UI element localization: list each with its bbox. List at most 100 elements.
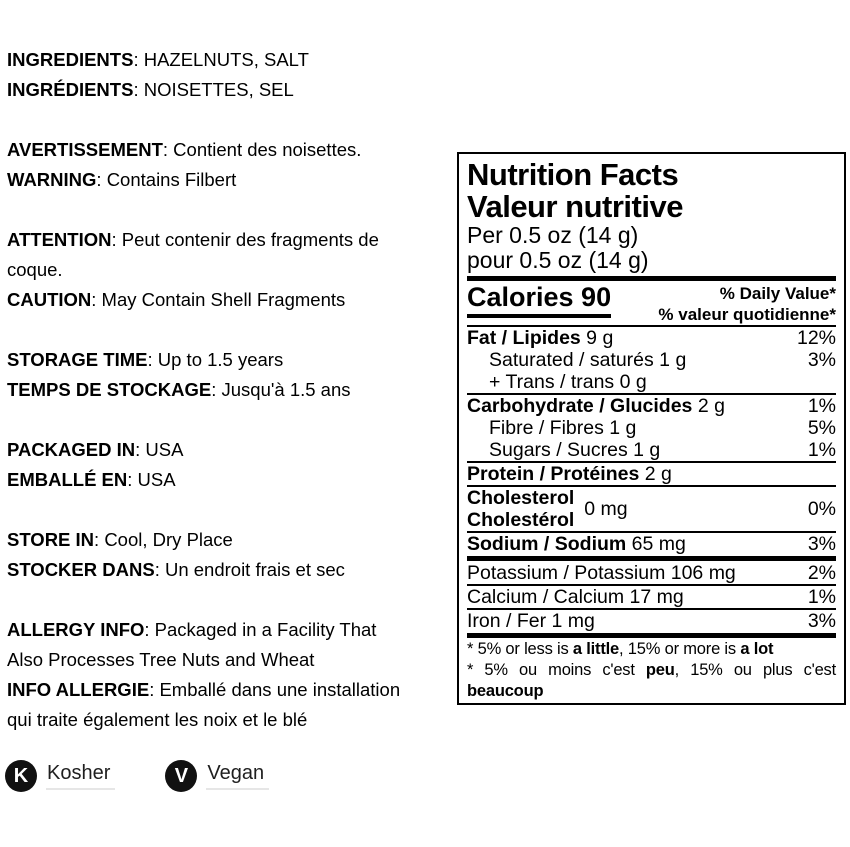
field-value: : HAZELNUTS, SALT — [133, 49, 309, 70]
serving-size-en: Per 0.5 oz (14 g) — [467, 222, 639, 248]
field-label: INGREDIENTS — [7, 49, 134, 70]
store-in-line-fr: STOCKER DANS: Un endroit frais et sec — [7, 555, 457, 585]
info-group-ingredients: INGREDIENTS: HAZELNUTS, SALT INGRÉDIENTS… — [7, 45, 457, 105]
warning-line-fr: AVERTISSEMENT: Contient des noisettes. — [7, 135, 457, 165]
packaged-in-line-en: PACKAGED IN: USA — [7, 435, 457, 465]
nutrient-dv: 1% — [807, 586, 836, 608]
nutrient-name: Fibre / Fibres 1 g — [489, 417, 637, 439]
ingredients-line-en: INGREDIENTS: HAZELNUTS, SALT — [7, 45, 457, 75]
nutrient-name: Carbohydrate / Glucides 2 g — [467, 395, 725, 417]
allergy-line-fr: INFO ALLERGIE: Emballé dans une installa… — [7, 675, 457, 705]
vegan-badge[interactable]: V Vegan — [165, 760, 270, 792]
info-group-storage-time: STORAGE TIME: Up to 1.5 years TEMPS DE S… — [7, 345, 457, 405]
nutrient-row-trans: + Trans / trans 0 g — [467, 371, 836, 393]
nutrient-name: Cholesterol Cholestérol — [467, 487, 575, 531]
field-value: : Peut contenir des fragments de — [111, 229, 379, 250]
storage-time-line-fr: TEMPS DE STOCKAGE: Jusqu'à 1.5 ans — [7, 375, 457, 405]
nutrient-name: Sugars / Sucres 1 g — [489, 439, 661, 461]
kosher-icon: K — [5, 760, 37, 792]
nutrient-dv: 1% — [807, 439, 836, 461]
nutrient-row-protein: Protein / Protéines 2 g — [467, 463, 836, 485]
allergy-line-en-cont: Also Processes Tree Nuts and Wheat — [7, 645, 457, 675]
nutrient-row-iron: Iron / Fer 1 mg 3% — [467, 610, 836, 632]
nutrient-name: Fat / Lipides 9 g — [467, 327, 614, 349]
field-value: : Packaged in a Facility That — [144, 619, 377, 640]
daily-value-header-fr: % valeur quotidienne* — [658, 305, 836, 324]
divider-thin — [467, 325, 836, 327]
nutrient-row-sugars: Sugars / Sucres 1 g 1% — [467, 439, 836, 461]
field-label: AVERTISSEMENT — [7, 139, 163, 160]
field-label: WARNING — [7, 169, 97, 190]
field-value: : Cool, Dry Place — [94, 529, 233, 550]
nutrient-name: Sodium / Sodium 65 mg — [467, 533, 686, 555]
field-label: PACKAGED IN — [7, 439, 136, 460]
nutrient-name: Iron / Fer 1 mg — [467, 610, 595, 632]
nutrient-dv: 12% — [796, 327, 836, 349]
packaged-in-line-fr: EMBALLÉ EN: USA — [7, 465, 457, 495]
nutrient-dv: 2% — [807, 562, 836, 584]
field-label: STOCKER DANS — [7, 559, 155, 580]
calories-value: Calories 90 — [467, 283, 612, 318]
field-value: : Un endroit frais et sec — [154, 559, 345, 580]
product-info-column: INGREDIENTS: HAZELNUTS, SALT INGRÉDIENTS… — [7, 45, 457, 765]
nutrient-row-saturated: Saturated / saturés 1 g 3% — [467, 349, 836, 371]
daily-value-header: % Daily Value* % valeur quotidienne* — [658, 283, 836, 325]
field-value: : Contient des noisettes. — [162, 139, 362, 160]
kosher-label[interactable]: Kosher — [46, 762, 116, 790]
field-label: EMBALLÉ EN — [7, 469, 128, 490]
field-label: STORE IN — [7, 529, 95, 550]
nutrient-name: Calcium / Calcium 17 mg — [467, 586, 684, 608]
nutrient-row-sodium: Sodium / Sodium 65 mg 3% — [467, 533, 836, 555]
nutrient-dv: 0% — [807, 498, 836, 520]
field-label: CAUTION — [7, 289, 92, 310]
serving-size-fr: pour 0.5 oz (14 g) — [467, 247, 649, 273]
divider-thin — [467, 531, 836, 533]
field-label: ATTENTION — [7, 229, 112, 250]
field-value: : Up to 1.5 years — [147, 349, 284, 370]
info-group-allergy: ALLERGY INFO: Packaged in a Facility Tha… — [7, 615, 457, 735]
field-label: INGRÉDIENTS — [7, 79, 134, 100]
field-value: : NOISETTES, SEL — [133, 79, 294, 100]
nutrient-dv: 3% — [807, 349, 836, 371]
certification-badges: K Kosher V Vegan — [5, 760, 270, 792]
kosher-badge[interactable]: K Kosher — [5, 760, 116, 792]
footnote-fr: * 5% ou moins c'est peu, 15% ou plus c'e… — [467, 661, 836, 700]
nutrient-row-fat: Fat / Lipides 9 g 12% — [467, 327, 836, 349]
nutrient-row-carbohydrate: Carbohydrate / Glucides 2 g 1% — [467, 395, 836, 417]
info-group-packaged-in: PACKAGED IN: USA EMBALLÉ EN: USA — [7, 435, 457, 495]
nutrient-row-calcium: Calcium / Calcium 17 mg 1% — [467, 586, 836, 608]
field-value: : USA — [127, 469, 176, 490]
ingredients-line-fr: INGRÉDIENTS: NOISETTES, SEL — [7, 75, 457, 105]
vegan-label[interactable]: Vegan — [206, 762, 270, 790]
storage-time-line-en: STORAGE TIME: Up to 1.5 years — [7, 345, 457, 375]
nutrient-dv: 1% — [807, 395, 836, 417]
divider-thick — [467, 276, 836, 281]
caution-line-en: CAUTION: May Contain Shell Fragments — [7, 285, 457, 315]
allergy-line-en: ALLERGY INFO: Packaged in a Facility Tha… — [7, 615, 457, 645]
panel-title-en: Nutrition Facts — [467, 157, 679, 192]
nutrient-row-cholesterol: Cholesterol Cholestérol 0 mg 0% — [467, 487, 836, 531]
caution-line-fr-cont: coque. — [7, 255, 457, 285]
field-label: STORAGE TIME — [7, 349, 148, 370]
field-value: qui traite également les noix et le blé — [7, 709, 308, 730]
field-value: : May Contain Shell Fragments — [91, 289, 346, 310]
calories-header-block: Calories 90 % Daily Value* % valeur quot… — [467, 281, 836, 325]
nutrient-dv: 3% — [807, 533, 836, 555]
nutrient-row-potassium: Potassium / Potassium 106 mg 2% — [467, 562, 836, 584]
nutrient-name: + Trans / trans 0 g — [489, 371, 647, 393]
nutrient-dv: 3% — [807, 610, 836, 632]
info-group-warning: AVERTISSEMENT: Contient des noisettes. W… — [7, 135, 457, 195]
nutrient-dv: 5% — [807, 417, 836, 439]
field-label: TEMPS DE STOCKAGE — [7, 379, 212, 400]
nutrient-name: Protein / Protéines 2 g — [467, 463, 672, 485]
divider-thin — [467, 485, 836, 487]
divider-thick — [467, 556, 836, 561]
info-group-store-in: STORE IN: Cool, Dry Place STOCKER DANS: … — [7, 525, 457, 585]
field-value: : Contains Filbert — [96, 169, 237, 190]
field-value: : Jusqu'à 1.5 ans — [211, 379, 351, 400]
allergy-line-fr-cont: qui traite également les noix et le blé — [7, 705, 457, 735]
field-label: ALLERGY INFO — [7, 619, 145, 640]
nutrient-name: Saturated / saturés 1 g — [489, 349, 687, 371]
nutrient-amount: 0 mg — [584, 498, 628, 520]
divider-thick — [467, 633, 836, 638]
